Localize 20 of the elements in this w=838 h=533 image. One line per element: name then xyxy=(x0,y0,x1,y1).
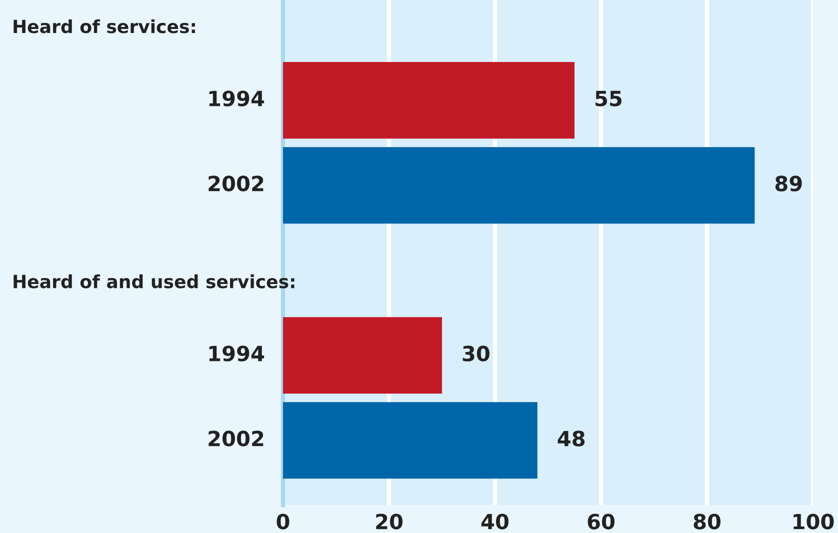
bar xyxy=(283,402,538,479)
y-tick-label: 2002 xyxy=(208,430,264,446)
y-tick-label: 1994 xyxy=(209,90,264,106)
x-tick-label: 0 xyxy=(276,514,290,530)
x-tick-label: 40 xyxy=(481,514,508,530)
bar xyxy=(283,317,442,394)
x-tick-label: 20 xyxy=(376,514,402,530)
data-label: 89 xyxy=(775,176,802,192)
annotation: Heard of and used services: xyxy=(14,274,294,288)
text: Heard of services: xyxy=(14,19,195,34)
data-label: 48 xyxy=(558,430,585,446)
y-tick-label: 2002 xyxy=(208,176,264,192)
x-tick-label: 80 xyxy=(694,514,720,530)
data-label: 55 xyxy=(596,90,622,106)
x-tick-label: 60 xyxy=(588,514,614,530)
data-label: 30 xyxy=(462,346,490,362)
y-tick-label: 1994 xyxy=(209,346,264,362)
bar xyxy=(283,62,574,139)
x-tick-label: 100 xyxy=(794,514,834,530)
bar xyxy=(283,147,755,224)
